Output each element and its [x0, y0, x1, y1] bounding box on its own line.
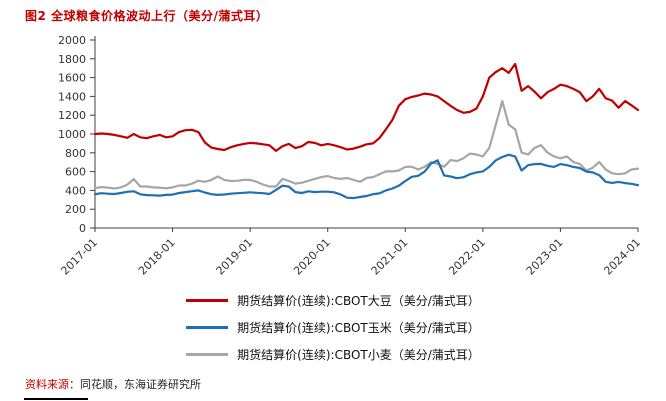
svg-text:2000: 2000 [58, 34, 86, 47]
svg-text:600: 600 [65, 166, 86, 179]
legend-line-soybean [186, 299, 229, 302]
svg-text:200: 200 [65, 203, 86, 216]
legend-line-wheat [186, 353, 229, 356]
svg-text:800: 800 [65, 147, 86, 160]
legend-label-soybean: 期货结算价(连续):CBOT大豆（美分/蒲式耳） [237, 294, 480, 308]
chart-area: 0 200 400 600 800 1000 1200 1400 1600 1800 2000 201… [0, 26, 666, 288]
source-note: 资料来源：同花顺，东海证券研究所 [0, 376, 666, 392]
svg-text:2017-01: 2017-01 [58, 236, 100, 278]
chart-legend: 期货结算价(连续):CBOT大豆（美分/蒲式耳） 期货结算价(连续):CBOT玉… [0, 292, 666, 363]
source-label: 资料来源： [25, 378, 80, 391]
svg-text:2020-01: 2020-01 [291, 236, 333, 278]
svg-text:1400: 1400 [58, 90, 86, 103]
svg-text:0: 0 [79, 222, 86, 235]
source-text: 同花顺，东海证券研究所 [80, 378, 201, 391]
svg-text:400: 400 [65, 184, 86, 197]
bottom-divider [24, 398, 88, 400]
svg-text:2021-01: 2021-01 [369, 236, 411, 278]
legend-label-wheat: 期货结算价(连续):CBOT小麦（美分/蒲式耳） [237, 348, 480, 362]
svg-text:1200: 1200 [58, 109, 86, 122]
svg-text:1800: 1800 [58, 53, 86, 66]
legend-item-cbot-soybean: 期货结算价(连续):CBOT大豆（美分/蒲式耳） [186, 292, 480, 309]
legend-line-corn [186, 326, 229, 329]
legend-item-cbot-corn: 期货结算价(连续):CBOT玉米（美分/蒲式耳） [186, 319, 480, 336]
svg-text:2022-01: 2022-01 [446, 236, 488, 278]
svg-text:2019-01: 2019-01 [214, 236, 256, 278]
chart-title: 图2 全球粮食价格波动上行（美分/蒲式耳） [25, 9, 269, 23]
price-line-chart: 0 200 400 600 800 1000 1200 1400 1600 1800 2000 201… [58, 34, 643, 278]
svg-text:2018-01: 2018-01 [136, 236, 178, 278]
legend-item-cbot-wheat: 期货结算价(连续):CBOT小麦（美分/蒲式耳） [186, 346, 480, 363]
legend-label-corn: 期货结算价(连续):CBOT玉米（美分/蒲式耳） [237, 321, 480, 335]
svg-text:2024-01: 2024-01 [601, 236, 643, 278]
svg-text:1000: 1000 [58, 128, 86, 141]
svg-text:2023-01: 2023-01 [524, 236, 566, 278]
svg-text:1600: 1600 [58, 72, 86, 85]
